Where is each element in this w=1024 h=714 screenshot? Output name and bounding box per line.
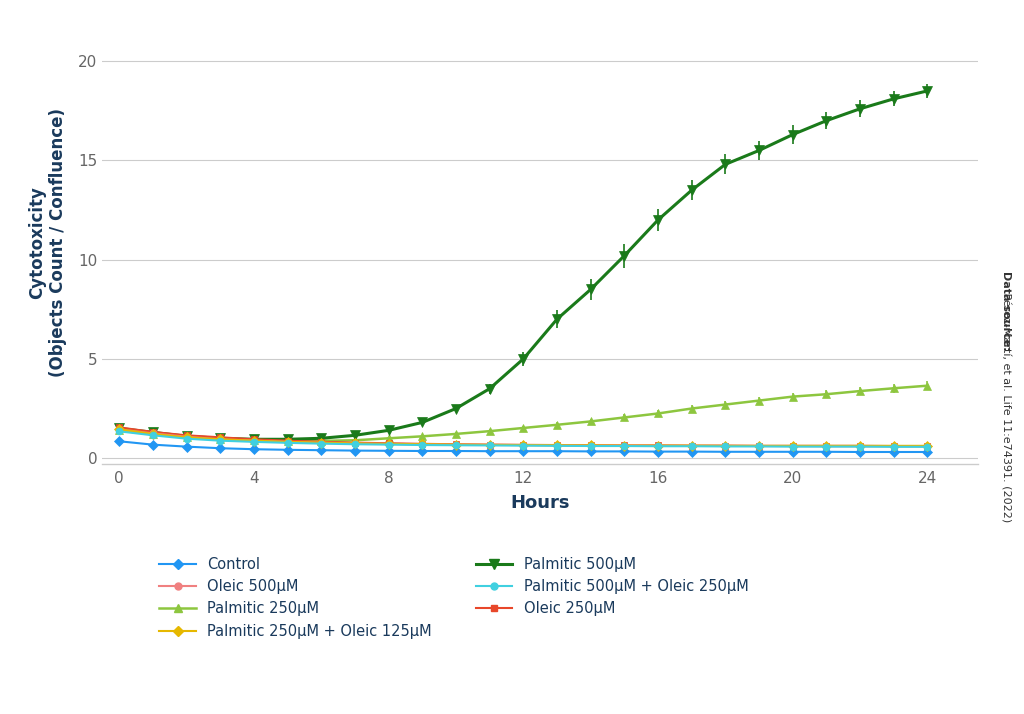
X-axis label: Hours: Hours — [510, 494, 570, 513]
Text: Pérez-Martí, et al. Life 11:e74391. (2022): Pérez-Martí, et al. Life 11:e74391. (202… — [1000, 289, 1011, 523]
Legend: Control, Oleic 500μM, Palmitic 250μM, Palmitic 250μM + Oleic 125μM, Palmitic 500: Control, Oleic 500μM, Palmitic 250μM, Pa… — [154, 551, 755, 645]
Text: Data source:: Data source: — [1000, 271, 1011, 351]
Y-axis label: Cytotoxicity
(Objects Count / Confluence): Cytotoxicity (Objects Count / Confluence… — [29, 109, 68, 377]
